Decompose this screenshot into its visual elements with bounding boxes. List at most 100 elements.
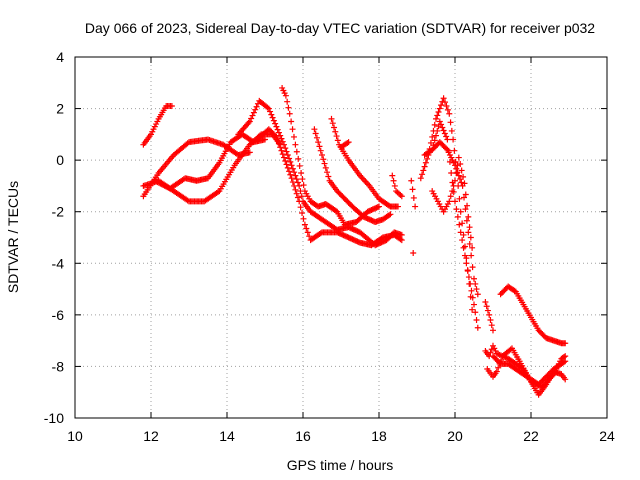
x-tick-label: 10 [67, 428, 83, 444]
y-tick-label: 4 [56, 49, 64, 65]
data-point [365, 181, 372, 188]
data-point [472, 280, 479, 287]
data-point [288, 162, 295, 169]
data-point [487, 317, 494, 324]
data-point [472, 309, 479, 316]
data-point [467, 280, 474, 287]
data-point [312, 130, 319, 137]
data-point [410, 194, 417, 201]
data-point [215, 189, 222, 196]
data-point [273, 133, 280, 140]
data-point [325, 173, 332, 180]
data-point [274, 137, 281, 144]
data-point [333, 133, 340, 140]
series-arc-16 [429, 154, 476, 251]
data-point [436, 105, 443, 112]
data-point [467, 234, 474, 241]
data-point [272, 132, 279, 139]
series-arc-9 [328, 115, 401, 210]
data-point [297, 204, 304, 211]
data-point [486, 311, 493, 318]
data-point [461, 194, 468, 201]
y-tick-label: 2 [56, 101, 64, 117]
data-point [389, 172, 396, 179]
x-tick-label: 18 [371, 428, 387, 444]
data-point [267, 108, 274, 115]
data-point [455, 172, 462, 179]
data-point [395, 203, 401, 210]
x-tick-label: 22 [523, 428, 539, 444]
data-point [473, 286, 480, 293]
data-point [296, 182, 303, 189]
data-point [286, 168, 293, 175]
data-point [363, 179, 370, 186]
data-point [495, 364, 502, 371]
data-point [463, 217, 470, 224]
data-point [264, 104, 271, 111]
data-point [277, 132, 284, 139]
data-point [319, 151, 325, 158]
data-point [386, 212, 393, 219]
series-arc-20 [484, 345, 569, 391]
data-point [300, 215, 307, 222]
data-point [246, 118, 253, 125]
data-point [433, 132, 439, 139]
data-point [287, 171, 294, 178]
data-point [344, 139, 351, 146]
data-point [444, 106, 451, 113]
data-point [466, 224, 473, 231]
series-arc-12 [408, 177, 419, 210]
data-point [304, 229, 311, 236]
data-point [457, 208, 464, 215]
data-point [391, 182, 398, 189]
data-point [454, 213, 461, 220]
data-point [274, 126, 281, 133]
data-point [376, 203, 382, 210]
data-point [465, 274, 472, 281]
data-point [562, 353, 569, 360]
data-point [293, 190, 300, 197]
data-point [419, 171, 426, 178]
series-arc-5 [235, 97, 405, 249]
data-point [435, 109, 442, 116]
data-point [458, 167, 465, 174]
data-point [457, 161, 464, 168]
data-point [498, 356, 505, 363]
data-point [299, 176, 306, 183]
data-point [429, 133, 436, 140]
data-point [448, 127, 455, 134]
data-point [459, 220, 466, 227]
data-point [560, 359, 567, 366]
data-point [331, 124, 338, 131]
data-point [441, 130, 448, 137]
data-point [362, 178, 369, 185]
data-point [321, 160, 328, 167]
data-point [298, 170, 305, 177]
data-point [471, 275, 477, 282]
data-point [168, 102, 175, 109]
data-point [474, 291, 481, 298]
data-point [424, 155, 431, 162]
data-point [431, 137, 438, 144]
data-point [469, 264, 476, 271]
data-point [408, 177, 415, 184]
series-arc-7 [254, 126, 405, 249]
data-point [465, 213, 472, 220]
data-point [328, 115, 335, 122]
data-point [434, 112, 441, 119]
data-point [294, 194, 301, 201]
grid-lines [75, 57, 607, 418]
data-point [277, 144, 284, 151]
data-point [450, 136, 457, 143]
data-point [461, 252, 468, 259]
data-point [291, 169, 298, 176]
data-point [291, 182, 298, 189]
data-point [447, 119, 454, 126]
x-tick-label: 24 [599, 428, 615, 444]
data-point [443, 145, 450, 152]
data-point [421, 163, 428, 170]
data-point [449, 188, 456, 195]
series-arc-21 [497, 283, 569, 347]
data-point [464, 267, 471, 274]
data-point [283, 148, 290, 155]
